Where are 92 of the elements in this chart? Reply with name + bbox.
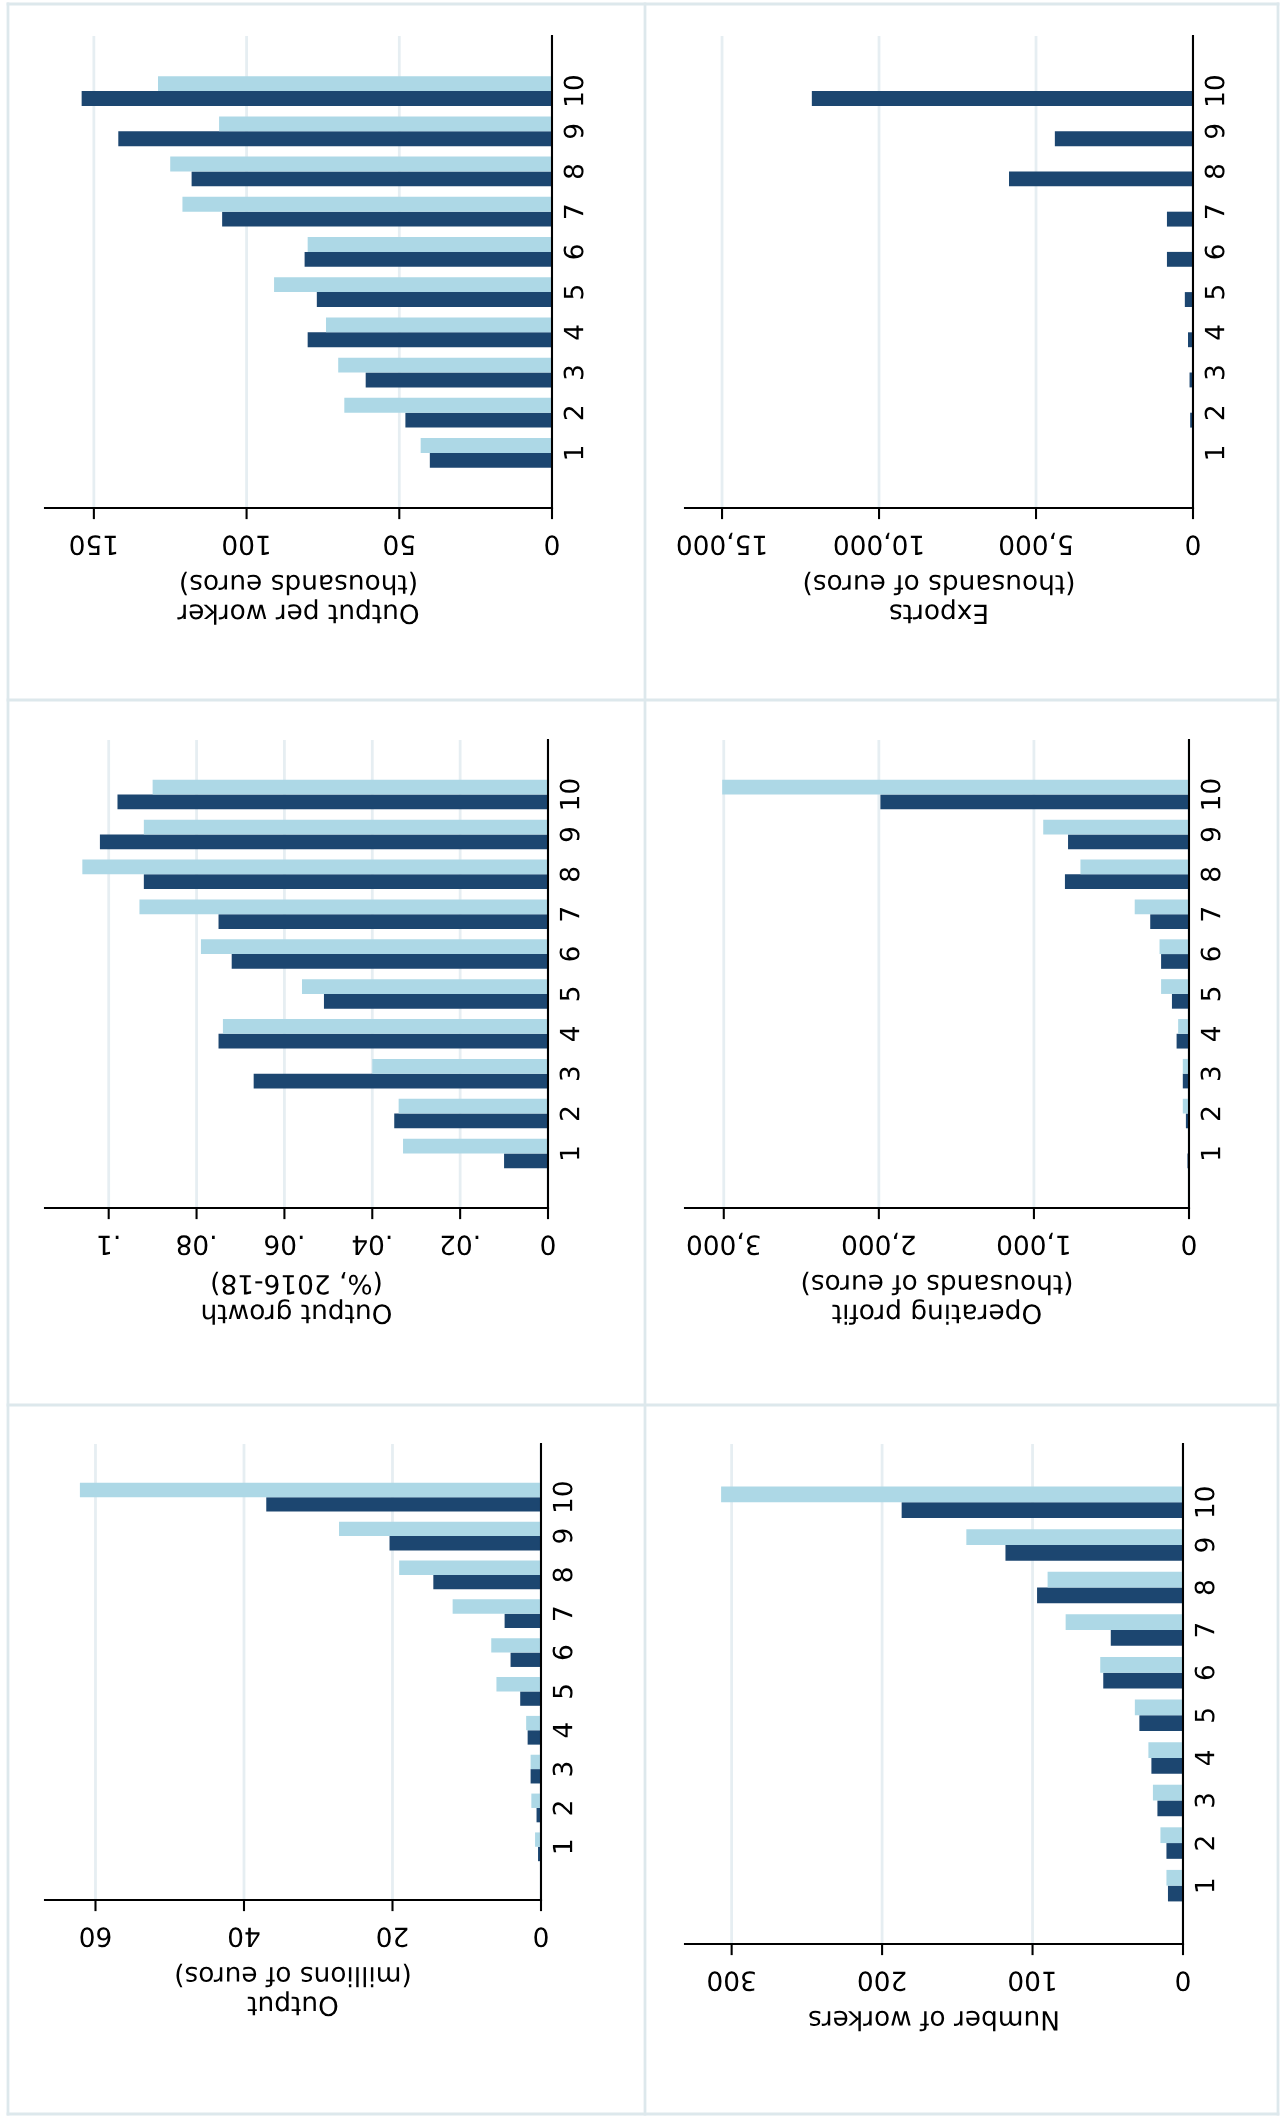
- y-tick-label: 4: [1204, 325, 1225, 340]
- y-tick-label: 7: [552, 1607, 573, 1620]
- x-axis-title: Output per worker (thousands euros): [177, 571, 419, 625]
- y-tick-label: 1: [559, 1147, 580, 1159]
- x-tick-label: 2,000: [842, 1232, 915, 1256]
- y-tick-label: 7: [563, 205, 584, 218]
- x-tick-label: 1,000: [997, 1232, 1069, 1256]
- y-tick-label: 7: [1200, 908, 1221, 921]
- y-tick-label: 1: [1194, 1879, 1215, 1892]
- y-tick-label: 8: [1204, 164, 1225, 179]
- x-tick-label: 3,000: [687, 1232, 760, 1256]
- x-tick-label: .1: [98, 1235, 119, 1255]
- y-tick-label: 3: [1200, 1067, 1221, 1081]
- y-tick-label: 2: [1194, 1837, 1215, 1850]
- y-tick-label: 9: [563, 124, 584, 139]
- x-tick-label: 0: [1176, 1971, 1190, 1992]
- x-tick-label: 300: [708, 1971, 755, 1992]
- y-tick-label: 9: [559, 827, 580, 842]
- x-tick-label: 0: [534, 1927, 548, 1948]
- y-tick-label: 7: [1204, 205, 1225, 218]
- x-tick-label: 100: [1009, 1971, 1055, 1992]
- y-tick-label: 10: [1200, 779, 1221, 809]
- x-tick-label: 50: [384, 535, 415, 556]
- y-tick-label: 2: [1204, 406, 1225, 420]
- y-tick-label: 4: [559, 1026, 580, 1041]
- y-tick-label: 10: [1194, 1487, 1215, 1517]
- y-tick-label: 4: [552, 1723, 573, 1738]
- x-tick-label: 5,000: [1000, 532, 1072, 556]
- y-tick-label: 2: [552, 1802, 573, 1815]
- y-tick-label: 6: [1204, 245, 1225, 259]
- x-tick-label: 200: [858, 1971, 906, 1992]
- x-tick-label: 0: [1182, 1235, 1196, 1256]
- x-tick-label: 100: [223, 535, 269, 556]
- x-axis-title: Output (millions of euros): [176, 1963, 410, 2017]
- y-tick-label: 4: [1194, 1750, 1215, 1765]
- y-tick-label: 1: [1204, 446, 1225, 459]
- y-tick-label: 5: [563, 286, 584, 299]
- y-tick-label: 8: [563, 164, 584, 179]
- y-tick-label: 3: [1194, 1794, 1215, 1807]
- x-tick-label: .08: [177, 1235, 215, 1256]
- y-tick-label: 8: [559, 867, 580, 881]
- y-tick-label: 9: [552, 1529, 573, 1543]
- x-tick-label: .04: [352, 1235, 391, 1256]
- x-axis-title: Operating profit (thousands of euros): [802, 1271, 1072, 1325]
- x-axis-title: Exports (thousands of euros): [804, 571, 1074, 624]
- x-tick-label: 150: [70, 535, 117, 556]
- y-tick-label: 4: [563, 325, 584, 340]
- y-tick-label: 5: [559, 987, 580, 1001]
- y-tick-label: 3: [1204, 366, 1225, 379]
- x-axis-title: Number of workers: [809, 2010, 1058, 2032]
- y-tick-label: 2: [563, 406, 584, 420]
- y-tick-label: 6: [559, 947, 580, 961]
- x-tick-label: 0: [541, 1235, 555, 1256]
- x-tick-label: .02: [441, 1235, 479, 1256]
- x-tick-label: 15,000: [677, 532, 766, 556]
- x-tick-label: 20: [377, 1927, 408, 1948]
- y-tick-label: 4: [1200, 1026, 1221, 1041]
- y-tick-label: 8: [1200, 867, 1221, 881]
- y-tick-label: 3: [552, 1762, 573, 1776]
- y-tick-label: 5: [1194, 1709, 1215, 1722]
- y-tick-label: 7: [1194, 1623, 1215, 1637]
- y-tick-label: 10: [1204, 76, 1225, 105]
- y-tick-label: 6: [552, 1645, 573, 1660]
- y-tick-label: 6: [1200, 947, 1221, 961]
- y-tick-label: 9: [1204, 124, 1225, 139]
- y-tick-label: 2: [1200, 1107, 1221, 1120]
- y-tick-label: 7: [559, 908, 580, 921]
- y-tick-label: 1: [1200, 1147, 1221, 1159]
- y-tick-label: 2: [559, 1107, 580, 1120]
- x-tick-label: .06: [265, 1235, 303, 1256]
- y-tick-label: 5: [1200, 987, 1221, 1001]
- x-tick-label: 60: [80, 1927, 111, 1948]
- y-tick-label: 5: [1204, 286, 1225, 299]
- x-tick-label: 40: [228, 1927, 260, 1948]
- y-tick-label: 9: [1200, 827, 1221, 842]
- y-tick-label: 5: [552, 1685, 573, 1698]
- y-tick-label: 10: [563, 76, 584, 105]
- y-tick-label: 8: [1194, 1580, 1215, 1595]
- y-tick-label: 10: [552, 1482, 573, 1512]
- y-tick-label: 3: [559, 1067, 580, 1081]
- x-axis-title: Output growth (%, 2016-18): [202, 1271, 391, 1325]
- y-tick-label: 1: [552, 1840, 573, 1853]
- y-tick-label: 8: [552, 1568, 573, 1582]
- y-tick-label: 3: [563, 366, 584, 379]
- x-tick-label: 0: [1186, 535, 1200, 556]
- y-tick-label: 10: [559, 779, 580, 809]
- x-tick-label: 0: [545, 535, 559, 556]
- x-tick-label: 10,000: [834, 532, 923, 556]
- y-tick-label: 1: [563, 446, 584, 459]
- y-tick-label: 6: [1194, 1665, 1215, 1680]
- y-tick-label: 6: [563, 245, 584, 259]
- y-tick-label: 9: [1194, 1538, 1215, 1552]
